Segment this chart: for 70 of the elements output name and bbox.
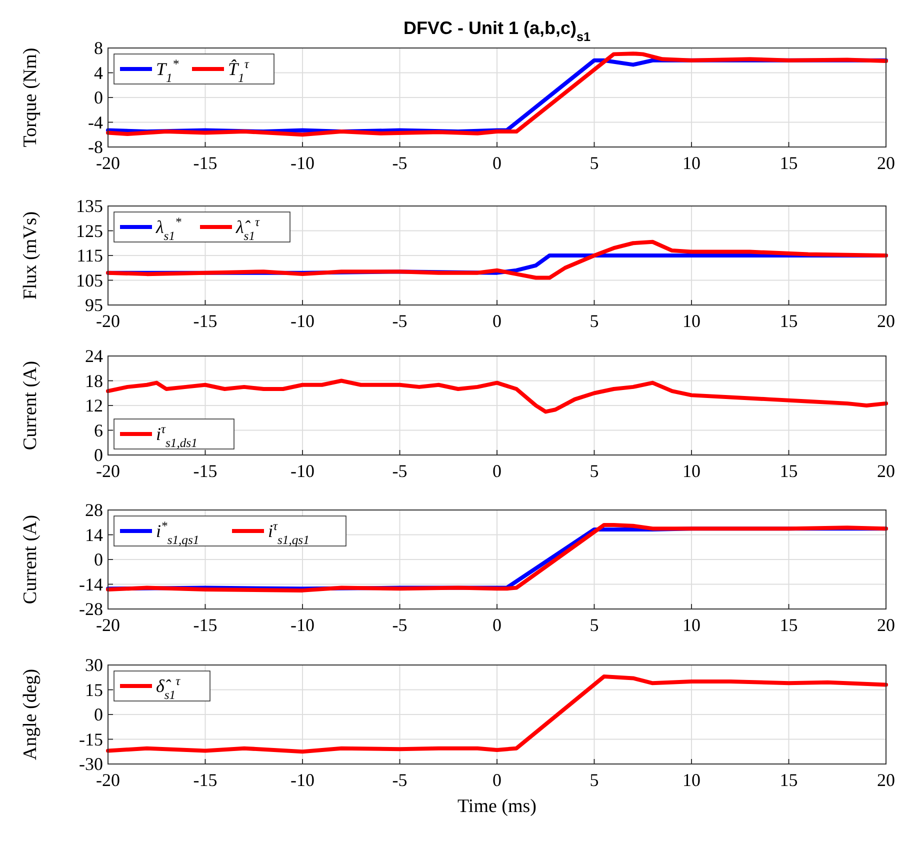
y-tick-label: 0 — [94, 704, 103, 724]
x-tick-label: 10 — [682, 153, 700, 173]
y-tick-label: 14 — [85, 524, 103, 545]
y-axis-title: Flux (mVs) — [20, 211, 41, 300]
x-tick-label: -5 — [392, 311, 408, 331]
y-axis-title: Torque (Nm) — [20, 48, 41, 148]
y-tick-label: 30 — [85, 655, 103, 675]
line-series — [106, 240, 888, 280]
chart-title: DFVC - Unit 1 (a,b,c)$_{s1}$ — [403, 18, 591, 44]
y-tick-label: 0 — [94, 550, 103, 570]
x-tick-label: -15 — [193, 770, 218, 790]
x-axis-title: Time (ms) — [457, 796, 537, 817]
x-tick-label: 15 — [780, 615, 798, 635]
y-tick-label: 6 — [94, 420, 103, 440]
x-tick-label: 0 — [492, 153, 502, 173]
y-tick-label: 18 — [85, 370, 103, 391]
y-tick-label: -15 — [79, 729, 103, 750]
x-tick-label: 20 — [877, 770, 895, 790]
x-tick-label: 20 — [877, 311, 895, 331]
y-tick-label: 125 — [76, 220, 103, 241]
x-tick-label: 15 — [780, 770, 798, 790]
x-tick-label: 0 — [492, 770, 502, 790]
x-tick-label: 0 — [492, 461, 502, 481]
y-tick-label: 0 — [94, 88, 103, 108]
x-tick-label: 20 — [877, 153, 895, 173]
x-tick-label: -10 — [290, 615, 314, 635]
y-tick-label: 4 — [94, 62, 103, 83]
x-tick-label: 0 — [492, 615, 502, 635]
y-axis-title: Current (A) — [20, 360, 41, 450]
line-series — [106, 378, 888, 414]
y-tick-label: 15 — [85, 680, 103, 700]
x-tick-label: 15 — [780, 311, 798, 331]
y-tick-label: -4 — [88, 112, 103, 132]
x-tick-label: 15 — [780, 461, 798, 481]
y-tick-label: 24 — [85, 346, 103, 366]
x-tick-label: 15 — [780, 153, 798, 173]
x-tick-label: 5 — [590, 153, 599, 173]
y-tick-label: -14 — [79, 574, 103, 594]
x-tick-label: 10 — [682, 770, 700, 790]
y-tick-label: 115 — [76, 246, 103, 266]
x-tick-label: -10 — [290, 153, 314, 173]
x-tick-label: -5 — [392, 770, 408, 790]
x-tick-label: -15 — [193, 615, 218, 635]
y-axis-title: Current (A) — [20, 514, 41, 604]
line-series — [106, 674, 888, 754]
x-tick-label: -10 — [290, 770, 314, 790]
y-axis-title: Angle (deg) — [20, 668, 41, 760]
x-tick-label: -15 — [193, 311, 218, 331]
x-tick-label: -5 — [392, 153, 408, 173]
x-tick-label: 10 — [682, 311, 700, 331]
x-tick-label: -15 — [193, 461, 218, 481]
y-tick-label: 8 — [94, 38, 103, 58]
y-tick-label: 105 — [76, 270, 103, 290]
x-tick-label: -5 — [392, 615, 408, 635]
x-tick-label: 20 — [877, 615, 895, 635]
x-tick-label: 10 — [682, 615, 700, 635]
y-tick-label: 28 — [85, 500, 103, 520]
x-tick-label: 5 — [590, 311, 599, 331]
x-tick-label: 10 — [682, 461, 700, 481]
x-tick-label: -5 — [392, 461, 408, 481]
x-tick-label: -15 — [193, 153, 218, 173]
x-tick-label: -10 — [290, 311, 314, 331]
x-tick-label: -10 — [290, 461, 314, 481]
x-tick-label: 0 — [492, 311, 502, 331]
x-tick-label: 5 — [590, 461, 599, 481]
x-tick-label: 5 — [590, 615, 599, 635]
x-tick-label: 5 — [590, 770, 599, 790]
x-tick-label: 20 — [877, 461, 895, 481]
y-tick-label: 135 — [76, 196, 103, 216]
y-tick-label: 12 — [85, 396, 103, 416]
